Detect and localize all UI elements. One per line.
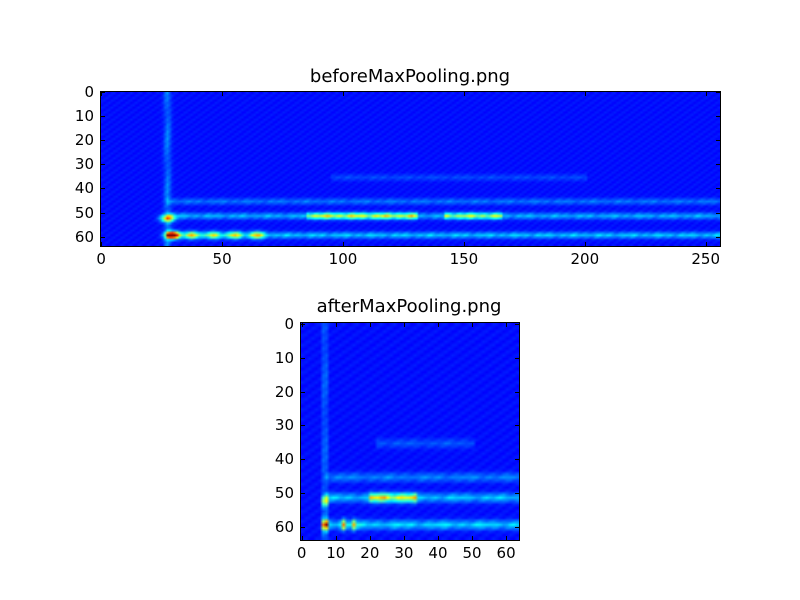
- y-tick-mark: [515, 323, 519, 325]
- x-tick-mark: [101, 242, 103, 246]
- x-tick-label: 50: [462, 544, 482, 562]
- y-tick-label: 60: [74, 227, 94, 246]
- chart-title-after: afterMaxPooling.png: [316, 296, 502, 317]
- y-tick-mark: [301, 391, 305, 393]
- y-tick-mark: [101, 116, 105, 118]
- x-tick-mark: [705, 242, 707, 246]
- y-tick-label: 10: [74, 107, 94, 126]
- y-tick-label: 20: [74, 131, 94, 150]
- y-tick-mark: [716, 236, 720, 238]
- x-tick-mark: [343, 92, 344, 96]
- y-tick-mark: [716, 140, 720, 142]
- y-tick-mark: [515, 459, 519, 461]
- y-tick-label: 40: [74, 179, 94, 198]
- heatmap-image-before: [101, 92, 720, 246]
- y-tick-mark: [101, 236, 105, 238]
- y-tick-label: 50: [74, 203, 94, 222]
- y-tick-mark: [301, 527, 305, 529]
- x-tick-mark: [301, 536, 303, 540]
- x-tick-label: 50: [212, 250, 232, 268]
- y-tick-label: 10: [274, 348, 294, 367]
- y-tick-label: 20: [274, 382, 294, 401]
- x-tick-label: 10: [326, 544, 346, 562]
- y-tick-mark: [716, 116, 720, 118]
- x-tick-mark: [101, 92, 103, 96]
- y-tick-label: 40: [274, 450, 294, 469]
- y-tick-mark: [716, 92, 720, 94]
- x-tick-label: 20: [360, 544, 380, 562]
- y-tick-mark: [716, 164, 720, 166]
- y-tick-mark: [101, 164, 105, 166]
- x-tick-mark: [506, 536, 508, 540]
- x-tick-mark: [335, 536, 337, 540]
- x-tick-mark: [403, 536, 405, 540]
- y-tick-mark: [101, 140, 105, 142]
- y-tick-mark: [301, 493, 305, 495]
- x-tick-mark: [222, 92, 224, 96]
- y-tick-mark: [101, 92, 105, 94]
- y-tick-label: 0: [84, 83, 94, 102]
- x-tick-label: 100: [328, 250, 358, 268]
- x-tick-label: 60: [496, 544, 516, 562]
- y-tick-mark: [515, 357, 519, 359]
- y-tick-label: 30: [74, 155, 94, 174]
- y-tick-label: 50: [274, 484, 294, 503]
- x-tick-mark: [463, 92, 465, 96]
- y-tick-mark: [515, 493, 519, 495]
- x-tick-mark: [369, 536, 371, 540]
- x-tick-mark: [403, 323, 405, 327]
- x-tick-mark: [222, 242, 224, 246]
- x-tick-label: 0: [296, 544, 307, 562]
- y-tick-mark: [301, 357, 305, 359]
- y-tick-label: 30: [274, 416, 294, 435]
- x-tick-mark: [472, 323, 474, 327]
- x-tick-mark: [301, 323, 303, 327]
- y-tick-mark: [101, 188, 105, 190]
- y-tick-mark: [301, 459, 305, 461]
- x-tick-label: 200: [570, 250, 600, 268]
- x-tick-mark: [584, 92, 586, 96]
- x-tick-mark: [343, 242, 344, 246]
- x-tick-mark: [463, 242, 465, 246]
- y-tick-mark: [716, 212, 720, 214]
- x-tick-mark: [584, 242, 586, 246]
- y-tick-label: 60: [274, 518, 294, 537]
- x-tick-label: 0: [96, 250, 106, 268]
- x-tick-mark: [335, 323, 337, 327]
- x-tick-label: 40: [428, 544, 448, 562]
- x-tick-label: 250: [691, 250, 721, 268]
- y-tick-mark: [716, 188, 720, 190]
- y-tick-mark: [515, 425, 519, 427]
- y-tick-mark: [101, 212, 105, 214]
- x-tick-label: 150: [449, 250, 479, 268]
- y-tick-mark: [301, 323, 305, 325]
- heatmap-axes-before: [100, 91, 721, 247]
- x-tick-mark: [437, 323, 439, 327]
- chart-title-before: beforeMaxPooling.png: [309, 66, 511, 87]
- x-tick-mark: [437, 536, 439, 540]
- y-tick-label: 0: [284, 314, 294, 333]
- x-tick-mark: [506, 323, 508, 327]
- heatmap-axes-after: [300, 322, 520, 541]
- heatmap-image-after: [301, 323, 519, 540]
- x-tick-mark: [705, 92, 707, 96]
- y-tick-mark: [301, 425, 305, 427]
- y-tick-mark: [515, 527, 519, 529]
- x-tick-mark: [472, 536, 474, 540]
- y-tick-mark: [515, 391, 519, 393]
- x-tick-mark: [369, 323, 371, 327]
- x-tick-label: 30: [394, 544, 414, 562]
